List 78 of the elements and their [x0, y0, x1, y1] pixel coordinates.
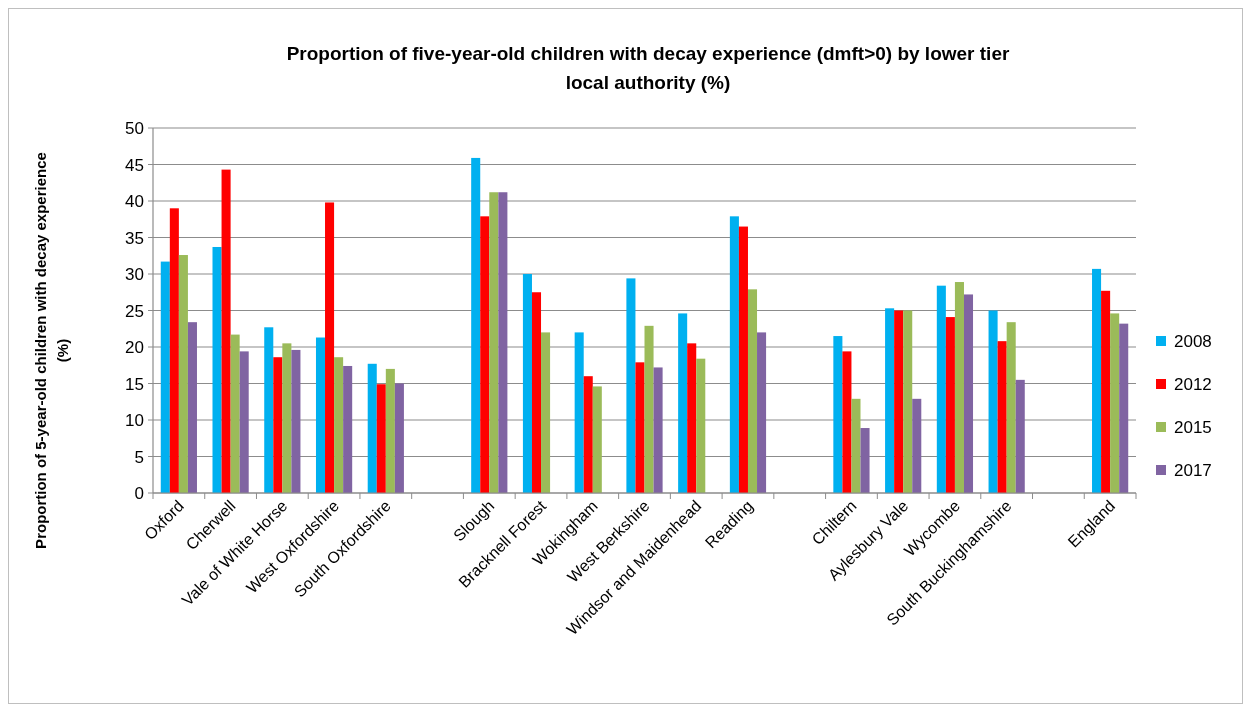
bar — [626, 278, 636, 493]
bar — [343, 365, 353, 493]
bar — [574, 332, 584, 493]
bar — [187, 322, 197, 493]
bar — [498, 192, 508, 493]
bar — [696, 358, 706, 493]
y-tick-label: 20 — [125, 338, 144, 357]
bar — [1101, 290, 1111, 493]
bar — [912, 398, 922, 493]
bar — [997, 341, 1007, 493]
bar — [936, 285, 946, 493]
bar — [178, 255, 188, 493]
y-tick-label: 45 — [125, 155, 144, 175]
bar — [489, 192, 499, 493]
bar — [315, 337, 326, 493]
bar — [842, 351, 852, 493]
bar — [635, 362, 645, 493]
bar — [860, 428, 870, 493]
bar — [273, 357, 283, 493]
bar — [230, 334, 240, 493]
bar — [988, 310, 998, 493]
bar — [291, 349, 301, 493]
bar — [894, 310, 904, 493]
bar — [954, 282, 964, 493]
bar — [885, 308, 895, 493]
bar — [239, 351, 249, 493]
bar — [480, 216, 490, 493]
bar — [687, 343, 697, 493]
bar — [1119, 323, 1129, 493]
bar — [169, 208, 179, 493]
bar — [851, 398, 861, 493]
y-tick-label: 30 — [125, 265, 144, 284]
y-tick-label: 15 — [125, 374, 144, 394]
y-axis-title: Proportion of 5-year-old children with decay experience (%) — [32, 152, 71, 549]
y-tick-label: 50 — [125, 119, 144, 138]
bar — [1006, 322, 1016, 493]
bar — [653, 367, 663, 493]
bar — [678, 313, 688, 493]
bar — [264, 327, 274, 493]
legend-label: 2017 — [1174, 461, 1212, 480]
bar — [729, 216, 739, 493]
y-tick-label: 25 — [125, 301, 144, 321]
bar — [592, 386, 602, 493]
bar — [394, 383, 404, 493]
bar — [531, 292, 542, 493]
legend-label: 2008 — [1174, 332, 1212, 351]
chart-title: Proportion of five-year-old children with decay experience (dmft>0) by lower tier local authority (%) — [286, 43, 1010, 93]
bar — [747, 289, 758, 493]
bar — [282, 343, 292, 493]
bar — [471, 157, 481, 493]
bar — [522, 274, 532, 493]
bar — [221, 169, 231, 493]
y-tick-label: 5 — [134, 447, 144, 467]
bar — [1015, 379, 1025, 493]
bar — [583, 376, 593, 493]
bar — [376, 384, 386, 493]
bar — [945, 317, 955, 493]
bar — [1092, 268, 1102, 493]
legend-label: 2012 — [1174, 375, 1212, 394]
legend-label: 2015 — [1174, 418, 1212, 437]
y-tick-label: 40 — [125, 192, 144, 211]
y-tick-label: 10 — [125, 411, 144, 430]
bar — [367, 363, 377, 493]
bar — [738, 226, 748, 493]
bar — [325, 202, 335, 493]
bar — [212, 246, 222, 493]
bar — [757, 332, 767, 493]
bar — [1110, 313, 1120, 493]
bar — [334, 357, 344, 493]
bar — [833, 336, 843, 493]
bar — [160, 261, 170, 493]
bar — [385, 368, 395, 493]
y-tick-label: 35 — [125, 228, 144, 248]
bar — [963, 294, 974, 493]
bar — [903, 310, 913, 493]
y-tick-label: 0 — [134, 484, 144, 503]
bar — [541, 332, 551, 493]
bar — [644, 325, 654, 493]
